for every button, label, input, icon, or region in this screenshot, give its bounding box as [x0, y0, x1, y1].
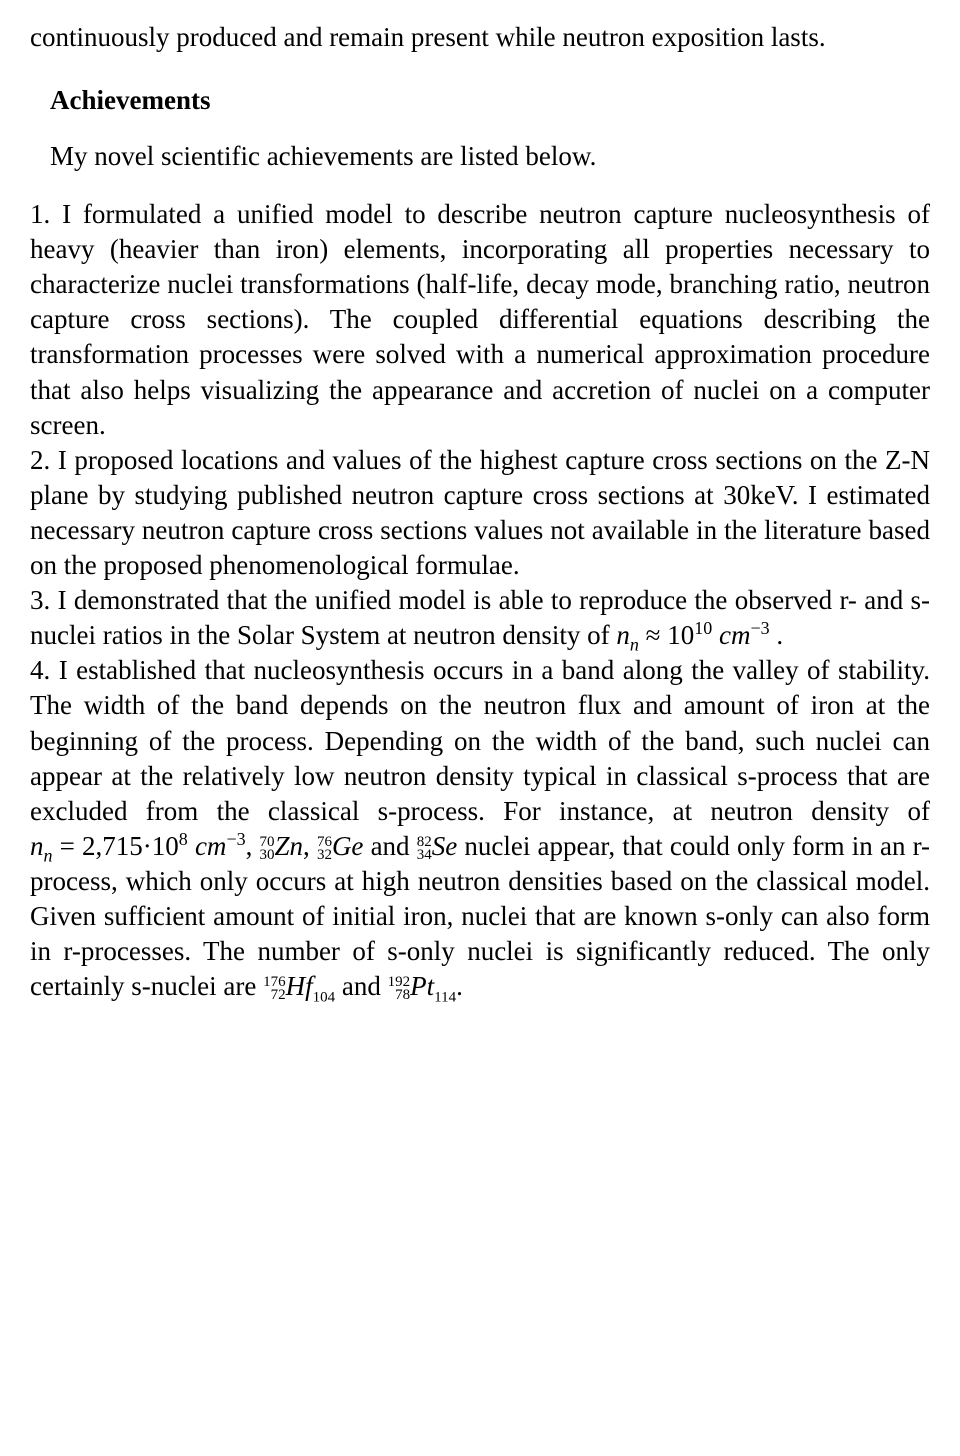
- exp-10: 10: [694, 618, 712, 638]
- exp-m3: −3: [226, 829, 245, 849]
- atomic-num: 72: [263, 989, 286, 1002]
- elem-symbol: Zn: [275, 831, 304, 861]
- exp-8: 8: [179, 829, 188, 849]
- and: and: [342, 971, 388, 1001]
- neutron-num: 104: [313, 990, 336, 1006]
- var-n: n: [616, 620, 630, 650]
- list-item: 3. I demonstrated that the unified model…: [30, 583, 930, 653]
- comma: ,: [246, 831, 260, 861]
- isotope-se: 8234Se: [417, 831, 457, 861]
- list-item: 1. I formulated a unified model to descr…: [30, 197, 930, 443]
- item-number: 3.: [30, 585, 50, 615]
- section-title: Achievements: [50, 85, 930, 116]
- unit-cm: cm: [195, 831, 226, 861]
- val: 2,715: [82, 831, 143, 861]
- isotope-hf: 17672Hf104: [263, 971, 335, 1001]
- elem-symbol: Hf: [286, 971, 313, 1001]
- sub-n: n: [630, 635, 639, 655]
- period: .: [456, 971, 463, 1001]
- base-10: 10: [152, 831, 179, 861]
- item-number: 4.: [30, 655, 50, 685]
- eq-sign: =: [60, 831, 75, 861]
- atomic-num: 30: [260, 849, 275, 862]
- intro-text: continuously produced and remain present…: [30, 20, 930, 55]
- item-body: I proposed locations and values of the h…: [30, 445, 930, 580]
- unit-cm: cm: [719, 620, 750, 650]
- section-subhead: My novel scientific achievements are lis…: [30, 141, 930, 172]
- sub-n: n: [44, 845, 53, 865]
- item-body-part-a: I established that nucleosynthesis occur…: [30, 655, 930, 825]
- isotope-ge: 7632Ge: [317, 831, 363, 861]
- times-sign: ·: [143, 831, 152, 861]
- comma: ,: [303, 831, 317, 861]
- exp-m3: −3: [750, 618, 769, 638]
- period: .: [776, 620, 783, 650]
- and: and: [371, 831, 417, 861]
- var-n: n: [30, 831, 44, 861]
- item-number: 2.: [30, 445, 50, 475]
- list-item: 2. I proposed locations and values of th…: [30, 443, 930, 583]
- list-item: 4. I established that nucleosynthesis oc…: [30, 653, 930, 1004]
- item-body: I formulated a unified model to describe…: [30, 199, 930, 440]
- item-number: 1.: [30, 199, 50, 229]
- formula-density-n4: nn = 2,715·108 cm−3: [30, 831, 246, 861]
- elem-symbol: Se: [432, 831, 457, 861]
- item-body: I demonstrated that the unified model is…: [30, 585, 930, 650]
- elem-symbol: Pt: [410, 971, 434, 1001]
- isotope-pt: 19278Pt114: [388, 971, 456, 1001]
- base-10: 10: [667, 620, 694, 650]
- atomic-num: 34: [417, 849, 432, 862]
- formula-density-n3: nn ≈ 1010 cm−3: [616, 620, 769, 650]
- atomic-num: 78: [388, 989, 411, 1002]
- elem-symbol: Ge: [332, 831, 363, 861]
- isotope-zn: 7030Zn: [260, 831, 304, 861]
- approx-sign: ≈: [646, 620, 661, 650]
- neutron-num: 114: [434, 990, 456, 1006]
- atomic-num: 32: [317, 849, 332, 862]
